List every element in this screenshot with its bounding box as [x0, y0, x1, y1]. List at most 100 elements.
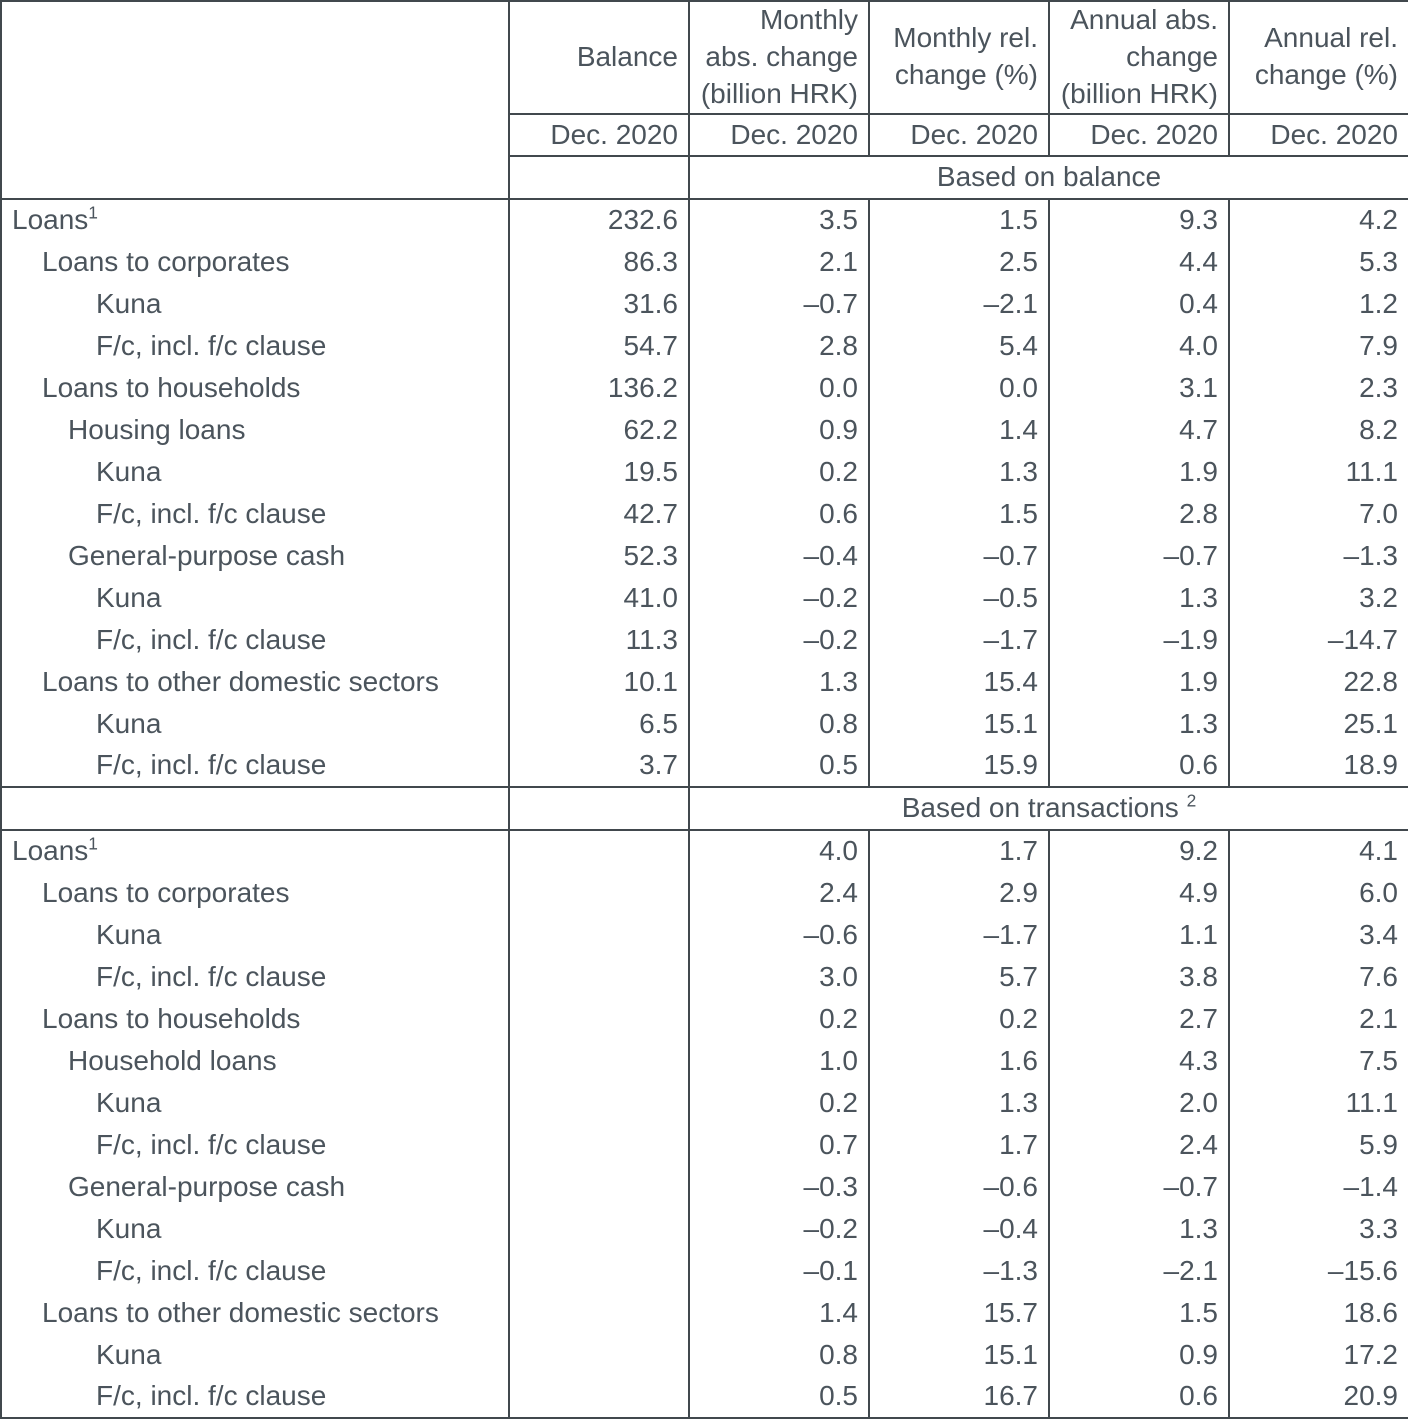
table-row: General-purpose cash 52.3 –0.4 –0.7 –0.7 –1.3 [0, 534, 1408, 577]
table-row: F/c, incl. f/c clause 0.5 16.7 0.6 20.9 [0, 1375, 1408, 1418]
monthly-rel-value: 1.5 [868, 198, 1050, 241]
row-label-text: Loans [12, 204, 89, 236]
balance-value: 42.7 [508, 492, 690, 535]
row-label: F/c, incl. f/c clause [0, 324, 510, 367]
annual-rel-value: 3.3 [1228, 1207, 1408, 1250]
balance-value: 19.5 [508, 450, 690, 493]
balance-value: 3.7 [508, 744, 690, 787]
annual-rel-value: –14.7 [1228, 618, 1408, 661]
row-label-footnote-marker: 1 [88, 834, 98, 855]
table-row: Loans1 232.6 3.5 1.5 9.3 4.2 [0, 198, 1408, 241]
monthly-abs-value: 1.3 [688, 660, 870, 703]
row-label-text: F/c, incl. f/c clause [96, 1254, 327, 1286]
table-row: Loans to households 136.2 0.0 0.0 3.1 2.3 [0, 366, 1408, 409]
annual-rel-value: –15.6 [1228, 1249, 1408, 1292]
balance-value: 41.0 [508, 576, 690, 619]
monthly-abs-value: 0.6 [688, 492, 870, 535]
monthly-abs-value: 0.0 [688, 366, 870, 409]
balance-value [508, 1375, 690, 1418]
monthly-abs-value: –0.2 [688, 618, 870, 661]
monthly-abs-value: 2.8 [688, 324, 870, 367]
annual-abs-value: 9.3 [1048, 198, 1230, 241]
row-label-text: F/c, incl. f/c clause [96, 623, 327, 655]
balance-value [508, 1291, 690, 1334]
row-label-text: Kuna [96, 1338, 162, 1370]
row-label: F/c, incl. f/c clause [0, 1375, 510, 1418]
annual-rel-value: 11.1 [1228, 1081, 1408, 1124]
section-title-row: Based on balance [1, 154, 1408, 200]
annual-abs-value: 1.1 [1048, 913, 1230, 956]
row-label: Housing loans [0, 408, 510, 451]
table-row: F/c, incl. f/c clause 42.7 0.6 1.5 2.8 7.0 [0, 492, 1408, 535]
table-row: Kuna –0.2 –0.4 1.3 3.3 [0, 1207, 1408, 1250]
table-row: Kuna –0.6 –1.7 1.1 3.4 [0, 913, 1408, 956]
row-label: Kuna [0, 576, 510, 619]
monthly-abs-change-column-header: Monthly abs. change (billion HRK) [688, 1, 870, 115]
row-label-text: Loans to households [42, 1002, 301, 1034]
balance-value [508, 1039, 690, 1082]
monthly-abs-value: 2.1 [688, 240, 870, 283]
annual-rel-value: 18.6 [1228, 1291, 1408, 1334]
monthly-abs-value: 0.5 [688, 1375, 870, 1418]
monthly-rel-value: –1.7 [868, 618, 1050, 661]
annual-rel-value: –1.3 [1228, 534, 1408, 577]
monthly-rel-value: 2.5 [868, 240, 1050, 283]
row-label-text: Loans to corporates [42, 245, 290, 277]
monthly-rel-value: –0.6 [868, 1165, 1050, 1208]
balance-value [508, 1123, 690, 1166]
row-label-text: General-purpose cash [68, 539, 346, 571]
table-row: Kuna 19.5 0.2 1.3 1.9 11.1 [0, 450, 1408, 493]
row-label: F/c, incl. f/c clause [0, 744, 510, 787]
balance-value: 31.6 [508, 282, 690, 325]
balance-value: 10.1 [508, 660, 690, 703]
annual-rel-value: 8.2 [1228, 408, 1408, 451]
row-label-text: F/c, incl. f/c clause [96, 497, 327, 529]
row-label-text: Household loans [68, 1044, 277, 1076]
annual-abs-value: 1.9 [1048, 660, 1230, 703]
balance-value [508, 829, 690, 872]
balance-value [508, 1207, 690, 1250]
annual-rel-value: 17.2 [1228, 1333, 1408, 1376]
table-row: General-purpose cash –0.3 –0.6 –0.7 –1.4 [0, 1165, 1408, 1208]
row-label-text: F/c, incl. f/c clause [96, 960, 327, 992]
table-row: F/c, incl. f/c clause 11.3 –0.2 –1.7 –1.9 –14… [0, 618, 1408, 661]
table-row: Kuna 31.6 –0.7 –2.1 0.4 1.2 [0, 282, 1408, 325]
monthly-rel-value: –1.7 [868, 913, 1050, 956]
row-label: F/c, incl. f/c clause [0, 1249, 510, 1292]
row-label-text: Kuna [96, 287, 162, 319]
row-label-text: Kuna [96, 581, 162, 613]
balance-value: 136.2 [508, 366, 690, 409]
balance-value [508, 1249, 690, 1292]
monthly-abs-value: –0.2 [688, 1207, 870, 1250]
monthly-rel-value: 2.9 [868, 871, 1050, 914]
table-row: F/c, incl. f/c clause 0.7 1.7 2.4 5.9 [0, 1123, 1408, 1166]
annual-rel-value: 18.9 [1228, 744, 1408, 787]
balance-value: 54.7 [508, 324, 690, 367]
monthly-abs-value: 0.5 [688, 744, 870, 787]
monthly-rel-value: 15.4 [868, 660, 1050, 703]
row-label-text: Kuna [96, 1086, 162, 1118]
monthly-abs-value: –0.7 [688, 282, 870, 325]
annual-rel-change-column-header: Annual rel. change (%) [1228, 1, 1408, 115]
monthly-rel-value: 1.7 [868, 829, 1050, 872]
section-title: Based on transactions 2 [688, 785, 1408, 831]
annual-abs-value: 0.6 [1048, 744, 1230, 787]
row-label-text: Loans to other domestic sectors [42, 1296, 439, 1328]
monthly-abs-value: 0.2 [688, 1081, 870, 1124]
column-header-row: Balance Monthly abs. change (billion HRK… [0, 1, 1408, 200]
annual-rel-value: 2.1 [1228, 997, 1408, 1040]
annual-rel-value: 20.9 [1228, 1375, 1408, 1418]
monthly-abs-value: 4.0 [688, 829, 870, 872]
balance-value: 11.3 [508, 618, 690, 661]
monthly-abs-value: 3.5 [688, 198, 870, 241]
row-label: Loans to corporates [0, 871, 510, 914]
annual-rel-value: 1.2 [1228, 282, 1408, 325]
table-row: Loans to other domestic sectors 10.1 1.3 15… [0, 660, 1408, 703]
annual-abs-value: 0.4 [1048, 282, 1230, 325]
monthly-rel-value: 0.2 [868, 997, 1050, 1040]
balance-value [508, 1165, 690, 1208]
row-label: Loans1 [0, 198, 510, 241]
monthly-rel-change-column-header: Monthly rel. change (%) [868, 1, 1050, 115]
